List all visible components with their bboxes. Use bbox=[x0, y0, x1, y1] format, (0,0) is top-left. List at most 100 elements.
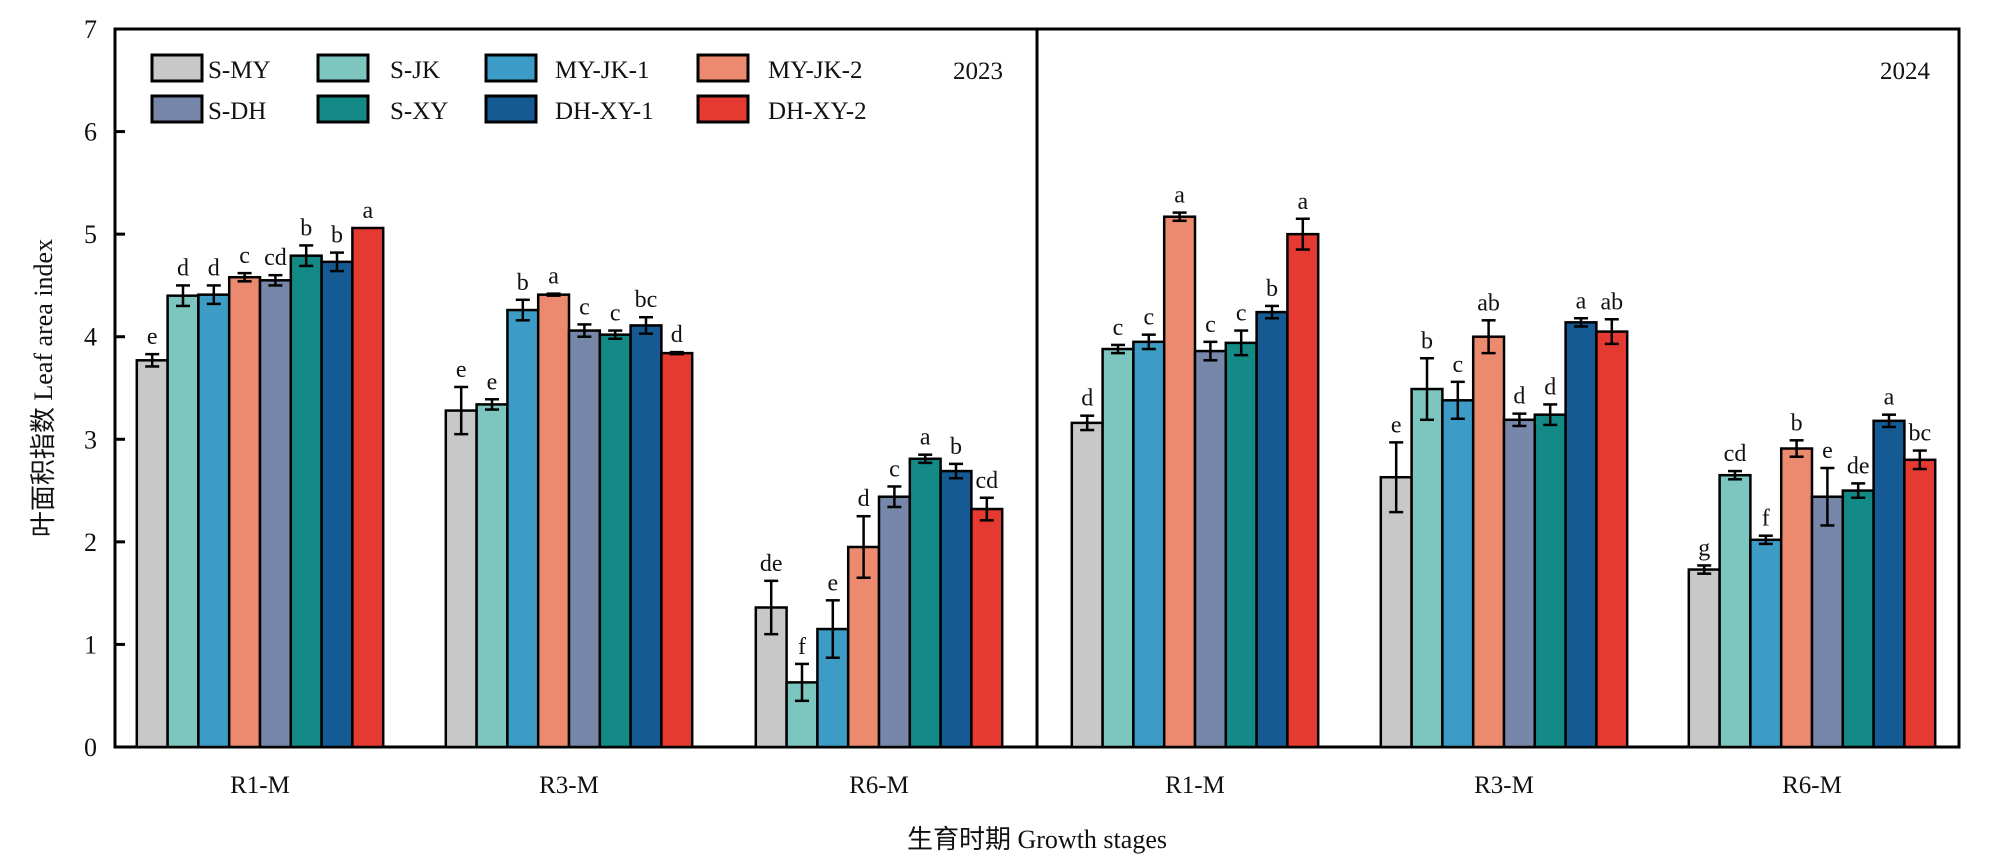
bar bbox=[506, 308, 540, 749]
significance-letter: a bbox=[1174, 183, 1185, 209]
bar bbox=[1193, 349, 1228, 749]
bar bbox=[1779, 447, 1814, 749]
y-tick-label: 1 bbox=[84, 630, 97, 659]
significance-letter: c bbox=[1205, 312, 1216, 338]
y-tick-label: 0 bbox=[84, 733, 97, 762]
bar bbox=[320, 260, 354, 749]
significance-letter: e bbox=[1822, 438, 1833, 464]
significance-letter: d bbox=[177, 255, 189, 281]
bar bbox=[1441, 399, 1475, 749]
bar bbox=[1718, 473, 1752, 749]
y-tick-label: 3 bbox=[84, 425, 97, 454]
bar bbox=[1502, 418, 1537, 749]
significance-letter: cd bbox=[1724, 441, 1747, 467]
significance-letter: e bbox=[456, 357, 467, 383]
bar bbox=[475, 403, 509, 749]
x-tick-label: R1-M bbox=[230, 772, 290, 799]
bar bbox=[877, 495, 912, 749]
legend-swatch bbox=[696, 94, 750, 124]
bar bbox=[598, 333, 632, 749]
significance-letter: e bbox=[147, 324, 158, 350]
bar bbox=[1101, 347, 1135, 749]
bar bbox=[351, 226, 385, 749]
x-axis-title: 生育时期 Growth stages bbox=[907, 825, 1167, 854]
y-tick-label: 7 bbox=[84, 15, 97, 44]
legend-label: DH-XY-2 bbox=[768, 98, 867, 125]
bar bbox=[629, 324, 663, 749]
significance-letter: d bbox=[1513, 384, 1525, 410]
bar bbox=[135, 359, 169, 749]
bar bbox=[289, 254, 323, 749]
significance-letter: c bbox=[1236, 301, 1247, 327]
significance-letter: a bbox=[1576, 288, 1587, 314]
bar bbox=[1379, 475, 1413, 749]
significance-letter: d bbox=[1081, 386, 1093, 412]
legend-swatch bbox=[484, 53, 538, 83]
significance-letter: e bbox=[827, 570, 838, 596]
significance-letter: b bbox=[517, 270, 529, 296]
significance-letter: a bbox=[1297, 189, 1308, 215]
significance-letter: f bbox=[1762, 506, 1770, 532]
x-tick-label: R1-M bbox=[1165, 772, 1225, 799]
y-tick-label: 5 bbox=[84, 220, 97, 249]
significance-letter: cd bbox=[264, 245, 287, 271]
x-tick-label: R6-M bbox=[849, 772, 909, 799]
significance-letter: c bbox=[610, 301, 621, 327]
legend-swatch bbox=[316, 94, 370, 124]
x-tick-label: R6-M bbox=[1782, 772, 1842, 799]
legend-swatch bbox=[696, 53, 750, 83]
significance-letter: b bbox=[331, 223, 343, 249]
significance-letter: c bbox=[239, 243, 250, 269]
bar bbox=[567, 329, 602, 749]
significance-letter: b bbox=[300, 215, 312, 241]
panel-label-2023: 2023 bbox=[953, 58, 1003, 85]
bar bbox=[1255, 310, 1289, 749]
significance-letter: a bbox=[1884, 385, 1895, 411]
bar bbox=[1872, 419, 1906, 749]
significance-letter: d bbox=[858, 486, 870, 512]
bar bbox=[1687, 568, 1721, 749]
significance-letter: a bbox=[548, 264, 559, 290]
bar bbox=[1410, 387, 1444, 749]
significance-letter: f bbox=[798, 634, 806, 660]
bar bbox=[1132, 340, 1166, 749]
bar bbox=[536, 293, 571, 749]
bar bbox=[1162, 215, 1197, 749]
bar bbox=[1749, 538, 1783, 749]
significance-letter: b bbox=[1791, 410, 1803, 436]
bar bbox=[197, 293, 231, 749]
significance-letter: c bbox=[1143, 305, 1154, 331]
bar bbox=[939, 469, 973, 749]
bar bbox=[1471, 335, 1506, 749]
bar bbox=[227, 275, 262, 749]
bar bbox=[1564, 321, 1598, 749]
x-tick-label: R3-M bbox=[539, 772, 599, 799]
bar bbox=[846, 545, 881, 749]
legend-swatch bbox=[316, 53, 370, 83]
bar bbox=[970, 507, 1004, 749]
significance-letter: b bbox=[1421, 328, 1433, 354]
bar bbox=[1533, 413, 1567, 749]
significance-letter: b bbox=[950, 434, 962, 460]
y-axis-title: 叶面积指数 Leaf area index bbox=[29, 239, 58, 537]
x-tick-label: R3-M bbox=[1474, 772, 1534, 799]
significance-letter: d bbox=[1544, 374, 1556, 400]
significance-letter: ab bbox=[1477, 290, 1500, 316]
bar bbox=[1224, 341, 1258, 749]
y-tick-label: 6 bbox=[84, 118, 97, 147]
legend-label: DH-XY-1 bbox=[555, 98, 654, 125]
bar bbox=[1810, 495, 1845, 749]
significance-letter: bc bbox=[1908, 421, 1931, 447]
legend-label: MY-JK-2 bbox=[768, 57, 862, 84]
significance-letter: d bbox=[208, 255, 220, 281]
legend-swatch bbox=[150, 94, 204, 124]
significance-letter: g bbox=[1698, 535, 1710, 561]
bar bbox=[258, 279, 293, 749]
bar bbox=[444, 409, 478, 749]
bar bbox=[1903, 458, 1937, 749]
bar bbox=[1595, 330, 1629, 749]
significance-letter: c bbox=[1113, 315, 1124, 341]
panel-label-2024: 2024 bbox=[1880, 58, 1931, 85]
